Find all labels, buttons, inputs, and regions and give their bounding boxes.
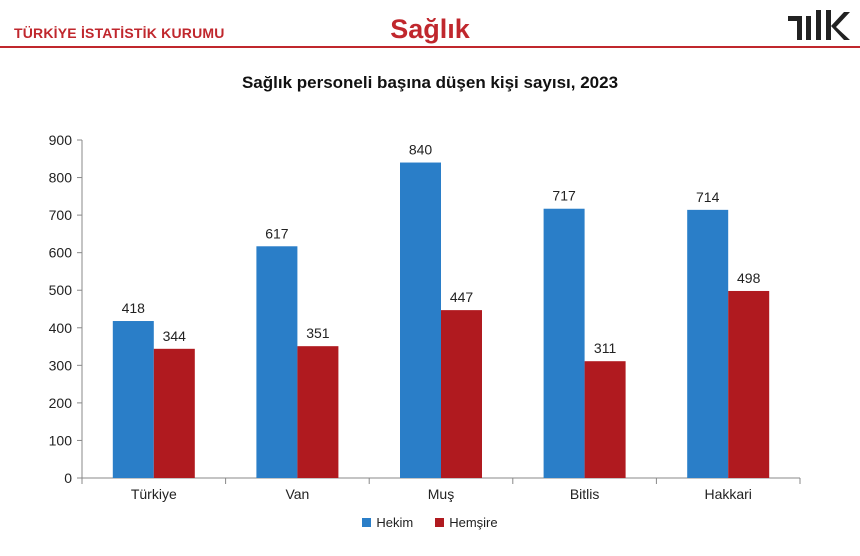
y-tick-label: 300	[49, 357, 73, 373]
y-tick-label: 400	[49, 320, 73, 336]
legend-item: Hekim	[362, 515, 413, 530]
tuik-logo	[788, 10, 850, 40]
x-tick-label: Türkiye	[131, 486, 177, 502]
legend-swatch	[362, 518, 372, 527]
bar-hekim	[543, 208, 585, 478]
y-tick-label: 900	[49, 132, 73, 148]
x-tick-label: Bitlis	[570, 486, 600, 502]
x-tick-label: Van	[285, 486, 309, 502]
y-tick-label: 600	[49, 245, 73, 261]
bar-hemşire	[441, 310, 482, 478]
data-label: 498	[737, 270, 761, 286]
x-tick-label: Muş	[428, 486, 454, 502]
chart-title: Sağlık personeli başına düşen kişi sayıs…	[241, 73, 619, 92]
legend-swatch	[435, 518, 445, 527]
data-label: 447	[450, 289, 474, 305]
header-divider	[0, 46, 860, 48]
y-tick-label: 100	[49, 432, 73, 448]
bar-hemşire	[297, 346, 339, 478]
data-label: 351	[306, 325, 330, 341]
bar-hekim	[112, 321, 154, 478]
data-label: 840	[409, 142, 433, 158]
data-label: 418	[122, 300, 146, 316]
data-label: 311	[594, 340, 617, 356]
bar-hemşire	[153, 348, 195, 478]
bar-hemşire	[584, 361, 626, 478]
data-label: 617	[265, 225, 289, 241]
bar-hemşire	[728, 290, 770, 478]
data-label: 714	[696, 189, 720, 205]
data-label: 344	[163, 328, 187, 344]
legend-label: Hemşire	[449, 515, 498, 530]
bar-hekim	[256, 246, 298, 478]
data-label: 717	[552, 188, 576, 204]
legend-label: Hekim	[376, 515, 414, 530]
section-title: Sağlık	[390, 14, 470, 44]
legend-item: Hemşire	[435, 515, 498, 530]
y-tick-label: 800	[49, 170, 73, 186]
bar-hekim	[687, 209, 729, 478]
organization-name: TÜRKİYE İSTATİSTİK KURUMU	[14, 25, 225, 41]
y-tick-label: 500	[49, 282, 73, 298]
y-tick-label: 700	[49, 207, 73, 223]
bar-hekim	[400, 162, 441, 479]
chart-legend: Hekim Hemşire	[0, 515, 860, 530]
x-tick-label: Hakkari	[704, 486, 751, 502]
y-tick-label: 0	[64, 470, 72, 486]
y-tick-label: 200	[49, 395, 73, 411]
